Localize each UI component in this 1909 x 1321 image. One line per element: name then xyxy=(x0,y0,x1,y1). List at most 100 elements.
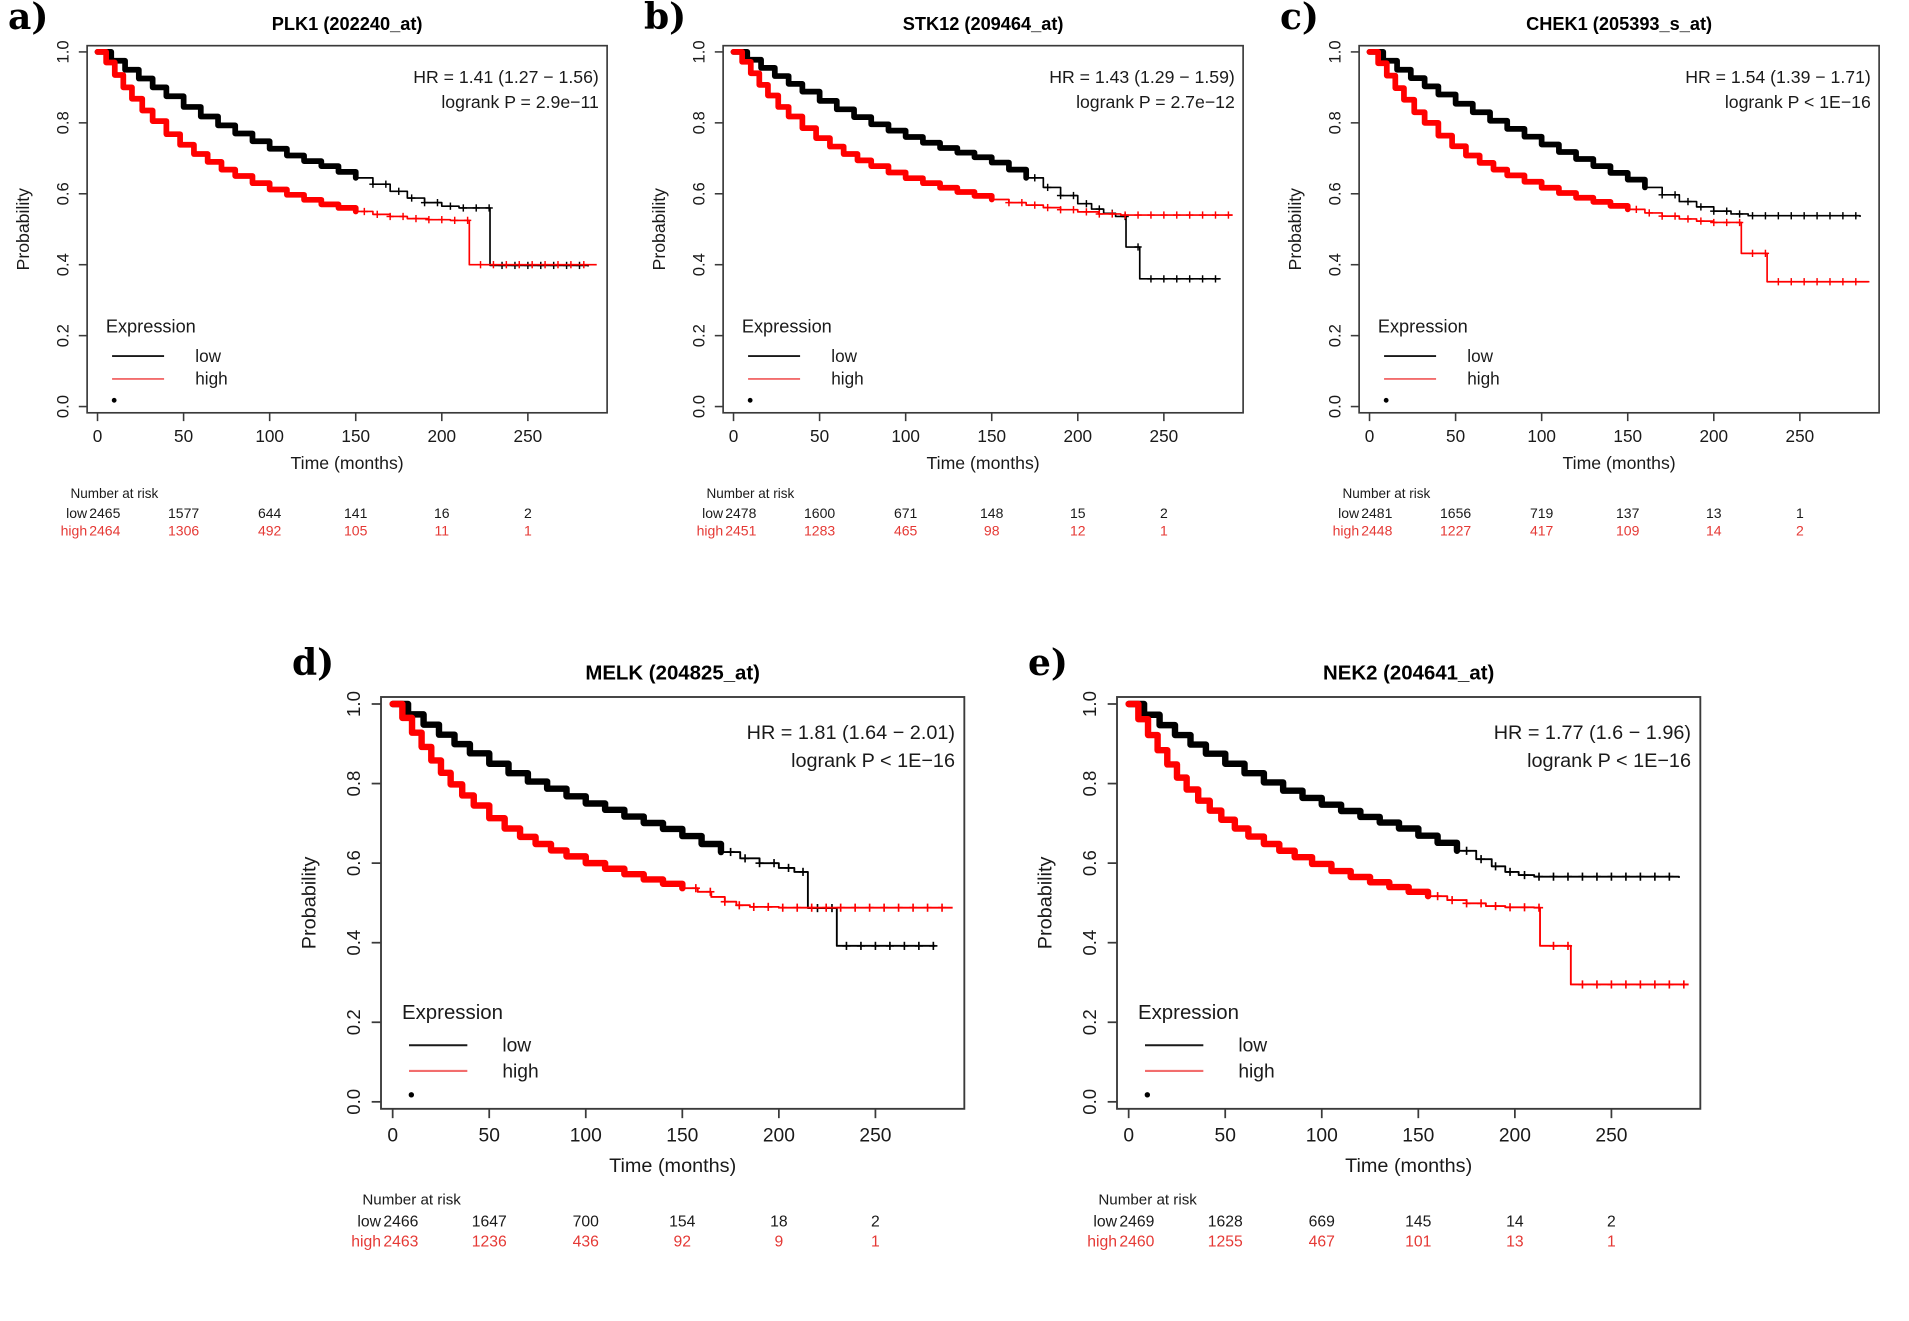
risk-row-label: low xyxy=(66,505,88,521)
censor-marks-high xyxy=(1433,892,1688,989)
y-tick-label: 1.0 xyxy=(1079,691,1100,717)
risk-row-label: low xyxy=(357,1214,381,1231)
risk-value: 13 xyxy=(1506,1233,1524,1250)
x-tick-label: 200 xyxy=(1063,426,1092,446)
censor-marks-high xyxy=(691,884,947,912)
risk-value: 1 xyxy=(1160,523,1168,539)
risk-value: 669 xyxy=(1309,1214,1335,1231)
figure-row-2: d) MELK (204825_at) HR = 1.81 (1.64 − 2.01… xyxy=(290,642,1726,1255)
risk-row-label: low xyxy=(702,505,724,521)
risk-value: 145 xyxy=(1405,1214,1432,1231)
y-tick-label: 0.0 xyxy=(1325,395,1344,418)
risk-row-label: high xyxy=(1087,1233,1117,1250)
y-tick-label: 0.0 xyxy=(343,1089,364,1115)
survival-curve-low-dense xyxy=(389,700,725,856)
censor-marks-low xyxy=(1462,846,1674,881)
logrank-annotation: logrank P < 1E−16 xyxy=(1725,92,1871,112)
legend-title: Expression xyxy=(402,1002,503,1024)
x-tick-label: 100 xyxy=(255,426,284,446)
risk-value: 154 xyxy=(669,1214,696,1231)
x-tick-label: 50 xyxy=(479,1125,500,1146)
km-chart: NEK2 (204641_at) HR = 1.77 (1.6 − 1.96) lo… xyxy=(1035,662,1702,1250)
y-tick-label: 0.0 xyxy=(53,395,72,418)
survival-curve-high xyxy=(1128,703,1689,986)
y-tick-label: 1.0 xyxy=(1325,40,1344,63)
legend-item-label: low xyxy=(831,346,857,366)
km-chart: MELK (204825_at) HR = 1.81 (1.64 − 2.01) l… xyxy=(299,662,966,1250)
risk-table-title: Number at risk xyxy=(1342,486,1430,501)
x-tick-label: 100 xyxy=(1527,426,1556,446)
x-tick-label: 200 xyxy=(1699,426,1728,446)
y-tick-label: 0.8 xyxy=(343,771,364,797)
x-tick-label: 100 xyxy=(570,1125,602,1146)
y-tick-label: 0.2 xyxy=(1079,1009,1100,1035)
censor-marks-low xyxy=(726,847,938,950)
y-tick-label: 1.0 xyxy=(53,40,72,63)
risk-value: 1647 xyxy=(472,1214,507,1231)
legend-title: Expression xyxy=(1378,317,1468,337)
risk-table-title: Number at risk xyxy=(362,1191,461,1208)
legend-item-label: high xyxy=(195,369,227,389)
y-axis-label: Probability xyxy=(13,188,33,271)
figure-row-1: a) PLK1 (202240_at) HR = 1.41 (1.27 − 1.56… xyxy=(6,0,1902,543)
y-axis-label: Probability xyxy=(1285,188,1305,271)
y-tick-label: 0.4 xyxy=(343,930,364,956)
risk-value: 2 xyxy=(524,505,532,521)
risk-value: 2465 xyxy=(89,505,120,521)
y-axis-label: Probability xyxy=(299,857,321,950)
risk-value: 1656 xyxy=(1440,505,1471,521)
risk-value: 105 xyxy=(344,523,368,539)
logrank-annotation: logrank P < 1E−16 xyxy=(1527,750,1691,772)
risk-value: 148 xyxy=(980,505,1004,521)
y-tick-label: 0.2 xyxy=(53,324,72,347)
x-axis-label: Time (months) xyxy=(291,453,404,473)
hr-annotation: HR = 1.54 (1.39 − 1.71) xyxy=(1685,67,1871,87)
survival-curve-high-dense xyxy=(94,49,359,215)
risk-value: 2463 xyxy=(383,1233,418,1250)
survival-curve-high-dense xyxy=(1125,700,1432,900)
y-tick-label: 0.4 xyxy=(689,253,708,276)
chart-title: STK12 (209464_at) xyxy=(903,14,1064,34)
legend-item-label: high xyxy=(831,369,863,389)
risk-value: 1236 xyxy=(472,1233,507,1250)
km-chart: STK12 (209464_at) HR = 1.43 (1.29 − 1.59)… xyxy=(649,14,1244,539)
risk-row-label: high xyxy=(61,523,88,539)
x-tick-label: 50 xyxy=(174,426,193,446)
km-chart: PLK1 (202240_at) HR = 1.41 (1.27 − 1.56) l… xyxy=(13,14,608,539)
x-tick-label: 250 xyxy=(859,1125,891,1146)
risk-value: 9 xyxy=(774,1233,783,1250)
risk-row-label: low xyxy=(1338,505,1360,521)
legend-item-label: low xyxy=(502,1036,531,1057)
panel-label: b) xyxy=(644,0,687,38)
x-tick-label: 200 xyxy=(427,426,456,446)
y-tick-label: 0.4 xyxy=(1325,253,1344,276)
x-axis-label: Time (months) xyxy=(609,1155,736,1177)
x-tick-label: 50 xyxy=(1446,426,1465,446)
risk-value: 417 xyxy=(1530,523,1554,539)
y-tick-label: 0.2 xyxy=(343,1009,364,1035)
risk-value: 2478 xyxy=(725,505,756,521)
y-tick-label: 0.0 xyxy=(1079,1089,1100,1115)
y-tick-label: 0.0 xyxy=(689,395,708,418)
risk-row-label: high xyxy=(351,1233,381,1250)
plot-box xyxy=(1358,44,1880,414)
panel-label: d) xyxy=(292,642,335,684)
y-tick-label: 0.6 xyxy=(1079,850,1100,876)
risk-value: 13 xyxy=(1706,505,1722,521)
risk-value: 492 xyxy=(258,523,282,539)
x-tick-label: 0 xyxy=(1123,1125,1134,1146)
risk-row-label: low xyxy=(1093,1214,1117,1231)
x-tick-label: 150 xyxy=(977,426,1006,446)
risk-value: 2 xyxy=(1796,523,1804,539)
survival-curve-high-dense xyxy=(1366,49,1631,213)
y-axis-label: Probability xyxy=(649,188,669,271)
risk-value: 101 xyxy=(1405,1233,1431,1250)
x-tick-label: 100 xyxy=(1306,1125,1338,1146)
risk-value: 1577 xyxy=(168,505,199,521)
x-tick-label: 250 xyxy=(514,426,543,446)
censor-marks-high xyxy=(360,207,588,269)
risk-row-label: high xyxy=(697,523,724,539)
x-tick-label: 50 xyxy=(1215,1125,1236,1146)
risk-value: 92 xyxy=(674,1233,692,1250)
panel-label: e) xyxy=(1028,642,1068,684)
